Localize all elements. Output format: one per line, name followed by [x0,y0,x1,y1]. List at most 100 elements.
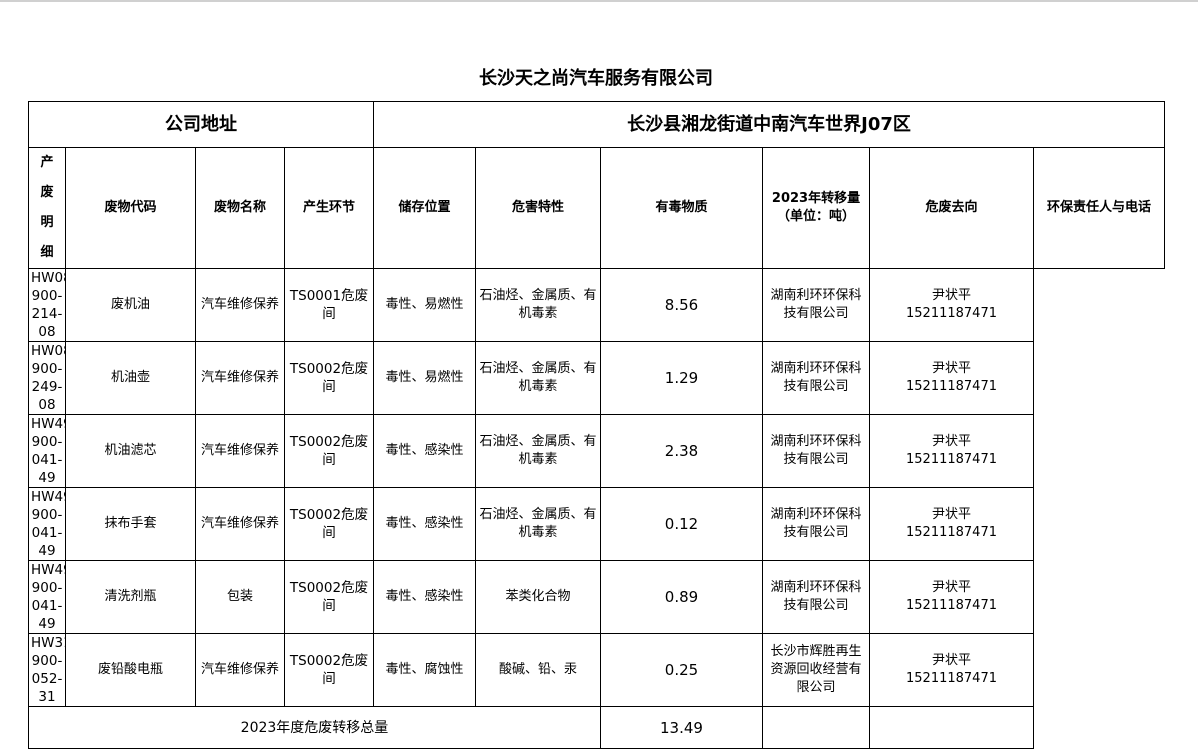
storage-location: TS0002危废间 [284,633,374,707]
side-char: 产 [40,155,54,170]
toxic-substance: 石油烃、金属质、有机毒素 [475,414,601,488]
header-code: 废物代码 [65,147,196,269]
hazard-property: 毒性、感染性 [373,487,476,561]
disposal-destination: 湖南利环环保科技有限公司 [762,560,870,634]
hazard-property: 毒性、腐蚀性 [373,633,476,707]
side-char: 废 [40,185,54,200]
total-label: 2023年度危废转移总量 [28,706,601,749]
waste-code: HW08-900-249-08 [28,341,66,415]
header-row: 产 废 明 细 废物代码 废物名称 产生环节 储存位置 危害特性 有毒物质 20… [28,147,1165,269]
address-label: 公司地址 [28,101,374,148]
header-amount: 2023年转移量 （单位：吨） [762,147,870,269]
header-hazard: 危害特性 [475,147,601,269]
disposal-destination: 湖南利环环保科技有限公司 [762,414,870,488]
contact-phone: 15211187471 [906,452,997,467]
waste-name: 清洗剂瓶 [65,560,196,634]
header-toxic: 有毒物质 [600,147,763,269]
contact-person: 尹状平 [931,434,971,449]
waste-name: 机油壶 [65,341,196,415]
generation-stage: 汽车维修保养 [195,268,285,342]
header-name: 废物名称 [195,147,285,269]
toxic-substance: 石油烃、金属质、有机毒素 [475,268,601,342]
disposal-destination: 湖南利环环保科技有限公司 [762,487,870,561]
address-value: 长沙县湘龙街道中南汽车世界J07区 [373,101,1165,148]
top-border [0,0,1198,2]
storage-location: TS0001危废间 [284,268,374,342]
transfer-amount: 0.25 [600,633,763,707]
side-label: 产 废 明 细 [28,147,66,269]
waste-code: HW08-900-214-08 [28,268,66,342]
waste-name: 废机油 [65,268,196,342]
total-value: 13.49 [600,706,763,749]
disposal-destination: 湖南利环环保科技有限公司 [762,341,870,415]
disposal-destination: 长沙市辉胜再生资源回收经营有限公司 [762,633,870,707]
contact: 尹状平 15211187471 [869,560,1034,634]
total-empty [869,706,1034,749]
side-char: 细 [40,245,54,260]
transfer-amount: 1.29 [600,341,763,415]
generation-stage: 汽车维修保养 [195,487,285,561]
hazard-property: 毒性、感染性 [373,560,476,634]
disposal-destination: 湖南利环环保科技有限公司 [762,268,870,342]
waste-table: 公司地址 长沙县湘龙街道中南汽车世界J07区 产 废 明 细 废物代码 废物名称… [28,101,1165,749]
contact-person: 尹状平 [931,507,971,522]
storage-location: TS0002危废间 [284,341,374,415]
storage-location: TS0002危废间 [284,487,374,561]
storage-location: TS0002危废间 [284,414,374,488]
waste-name: 废铅酸电瓶 [65,633,196,707]
toxic-substance: 苯类化合物 [475,560,601,634]
transfer-amount: 2.38 [600,414,763,488]
hazard-property: 毒性、易燃性 [373,268,476,342]
toxic-substance: 石油烃、金属质、有机毒素 [475,341,601,415]
contact-person: 尹状平 [931,653,971,668]
header-amount-line2: （单位：吨） [776,209,855,224]
contact: 尹状平 15211187471 [869,414,1034,488]
header-storage: 储存位置 [373,147,476,269]
side-char: 明 [40,215,54,230]
waste-name: 机油滤芯 [65,414,196,488]
contact: 尹状平 15211187471 [869,341,1034,415]
table-row: HW49-900-041-49机油滤芯汽车维修保养TS0002危废间毒性、感染性… [28,414,1165,488]
header-contact: 环保责任人与电话 [1033,147,1165,269]
generation-stage: 汽车维修保养 [195,633,285,707]
contact-person: 尹状平 [931,288,971,303]
contact-phone: 15211187471 [906,525,997,540]
hazard-property: 毒性、易燃性 [373,341,476,415]
table-row: HW49-900-041-49抹布手套汽车维修保养TS0002危废间毒性、感染性… [28,487,1165,561]
storage-location: TS0002危废间 [284,560,374,634]
contact-phone: 15211187471 [906,379,997,394]
contact-phone: 15211187471 [906,306,997,321]
total-row: 2023年度危废转移总量 13.49 [28,706,1165,749]
header-stage: 产生环节 [284,147,374,269]
transfer-amount: 8.56 [600,268,763,342]
contact-phone: 15211187471 [906,671,997,686]
document-title: 长沙天之尚汽车服务有限公司 [479,68,713,89]
transfer-amount: 0.89 [600,560,763,634]
toxic-substance: 石油烃、金属质、有机毒素 [475,487,601,561]
total-empty [762,706,870,749]
generation-stage: 汽车维修保养 [195,414,285,488]
generation-stage: 包装 [195,560,285,634]
table-row: HW49-900-041-49清洗剂瓶包装TS0002危废间毒性、感染性苯类化合… [28,560,1165,634]
toxic-substance: 酸碱、铅、汞 [475,633,601,707]
waste-code: HW31-900-052-31 [28,633,66,707]
table-row: HW08-900-249-08机油壶汽车维修保养TS0002危废间毒性、易燃性石… [28,341,1165,415]
address-row: 公司地址 长沙县湘龙街道中南汽车世界J07区 [28,101,1165,148]
contact: 尹状平 15211187471 [869,633,1034,707]
hazard-property: 毒性、感染性 [373,414,476,488]
header-amount-line1: 2023年转移量 [771,191,861,206]
generation-stage: 汽车维修保养 [195,341,285,415]
contact: 尹状平 15211187471 [869,487,1034,561]
contact-person: 尹状平 [931,361,971,376]
table-row: HW08-900-214-08废机油汽车维修保养TS0001危废间毒性、易燃性石… [28,268,1165,342]
waste-name: 抹布手套 [65,487,196,561]
contact-phone: 15211187471 [906,598,997,613]
transfer-amount: 0.12 [600,487,763,561]
contact-person: 尹状平 [931,580,971,595]
table-row: HW31-900-052-31废铅酸电瓶汽车维修保养TS0002危废间毒性、腐蚀… [28,633,1165,707]
contact: 尹状平 15211187471 [869,268,1034,342]
header-dest: 危废去向 [869,147,1034,269]
